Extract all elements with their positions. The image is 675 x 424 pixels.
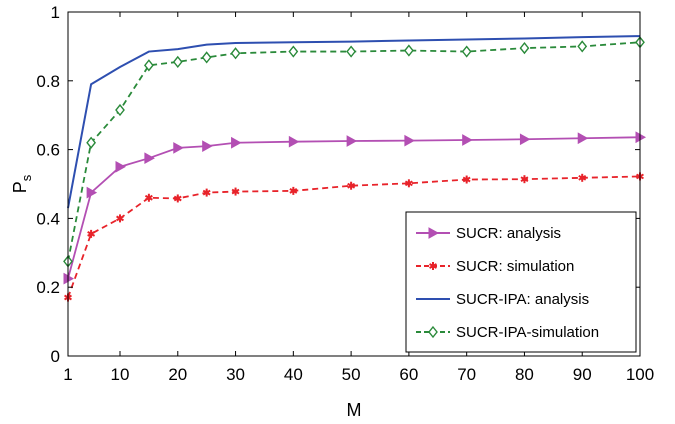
asterisk-core bbox=[117, 216, 123, 221]
data-point bbox=[86, 186, 98, 199]
axes-frame bbox=[67, 11, 641, 357]
asterisk-core bbox=[175, 196, 180, 201]
y-tick-label: 0.4 bbox=[36, 209, 60, 228]
y-tick-label: 0.8 bbox=[36, 72, 60, 91]
data-point bbox=[461, 45, 472, 58]
asterisk-core bbox=[348, 183, 354, 188]
asterisk-core bbox=[430, 263, 436, 269]
legend-label: SUCR-IPA: analysis bbox=[456, 291, 589, 308]
series-4 bbox=[63, 36, 645, 268]
legend-label: SUCR-IPA-simulation bbox=[456, 324, 599, 341]
x-tick-label: 90 bbox=[573, 365, 592, 384]
data-point bbox=[115, 103, 125, 117]
data-point bbox=[202, 188, 211, 197]
asterisk-core bbox=[146, 195, 152, 200]
series-2 bbox=[64, 172, 644, 302]
data-point bbox=[347, 181, 356, 190]
legend-swatch-marker bbox=[428, 325, 438, 339]
series-3 bbox=[67, 35, 641, 209]
y-axis-label-main: P bbox=[10, 181, 30, 193]
data-point bbox=[519, 41, 530, 55]
data-point bbox=[230, 47, 241, 60]
data-point bbox=[520, 175, 529, 184]
data-point bbox=[404, 179, 413, 188]
x-tick-label: 1 bbox=[63, 365, 72, 384]
series-1 bbox=[63, 131, 647, 285]
asterisk-core bbox=[291, 188, 296, 194]
plot-layer bbox=[63, 35, 647, 302]
x-tick-label: 10 bbox=[111, 365, 130, 384]
data-point bbox=[462, 175, 471, 184]
data-point bbox=[288, 45, 299, 58]
data-point bbox=[116, 214, 124, 223]
x-tick-label: 80 bbox=[515, 365, 534, 384]
legend-entry: SUCR: simulation bbox=[416, 258, 574, 275]
data-point bbox=[289, 186, 298, 195]
data-point bbox=[404, 134, 415, 147]
data-point bbox=[346, 135, 358, 147]
data-point bbox=[144, 193, 153, 202]
y-tick-label: 0 bbox=[51, 347, 60, 366]
y-axis-label-subscript: s bbox=[19, 174, 34, 181]
data-point bbox=[519, 133, 531, 146]
x-tick-label: 40 bbox=[284, 365, 303, 384]
data-point bbox=[87, 229, 96, 238]
data-point bbox=[231, 136, 242, 149]
legend-swatch-marker bbox=[429, 262, 437, 270]
y-tick-label: 1 bbox=[51, 3, 60, 22]
data-point bbox=[202, 140, 213, 153]
x-tick-label: 100 bbox=[626, 365, 654, 384]
series-line bbox=[67, 136, 641, 279]
series-line bbox=[67, 35, 641, 209]
data-point bbox=[86, 136, 97, 149]
data-point bbox=[231, 187, 240, 196]
x-tick-label: 70 bbox=[457, 365, 476, 384]
data-point bbox=[173, 194, 182, 203]
data-point bbox=[346, 45, 357, 58]
legend-label: SUCR: analysis bbox=[456, 225, 561, 242]
legend: SUCR: analysis SUCR: simulation SUCR-IPA: … bbox=[405, 211, 637, 353]
x-tick-label: 50 bbox=[342, 365, 361, 384]
series-line bbox=[67, 175, 641, 298]
data-point bbox=[201, 51, 212, 64]
data-point bbox=[144, 152, 155, 165]
asterisk-core bbox=[233, 189, 238, 194]
asterisk-core bbox=[464, 177, 469, 182]
data-point bbox=[172, 55, 183, 69]
data-point bbox=[115, 160, 127, 173]
data-point bbox=[288, 135, 300, 148]
x-tick-label: 30 bbox=[226, 365, 245, 384]
legend-entry: SUCR: analysis bbox=[416, 225, 561, 242]
series-line bbox=[67, 41, 641, 262]
x-axis-label: M bbox=[347, 400, 362, 420]
asterisk-core bbox=[204, 190, 209, 195]
data-point bbox=[578, 173, 587, 182]
y-tick-label: 0.2 bbox=[36, 278, 60, 297]
y-axis-label: Ps bbox=[10, 174, 34, 193]
data-point bbox=[143, 59, 154, 72]
data-point bbox=[577, 40, 588, 53]
legend-entry: SUCR-IPA-simulation bbox=[416, 324, 599, 341]
legend-label: SUCR: simulation bbox=[456, 258, 574, 275]
data-point bbox=[462, 134, 473, 146]
asterisk-core bbox=[406, 181, 412, 186]
asterisk-core bbox=[88, 231, 94, 237]
axes-layer: 1 10 20 30 40 50 60 70 80 90 100 0 0.2 0.4 0.6 0.8 1 bbox=[36, 3, 654, 384]
data-point bbox=[173, 142, 184, 154]
legend-box bbox=[405, 211, 637, 353]
asterisk-core bbox=[522, 176, 527, 182]
legend-entry: SUCR-IPA: analysis bbox=[416, 291, 589, 308]
x-tick-label: 60 bbox=[399, 365, 418, 384]
y-tick-label: 0.6 bbox=[36, 141, 60, 160]
asterisk-core bbox=[580, 175, 585, 181]
x-tick-label: 20 bbox=[168, 365, 187, 384]
data-point bbox=[577, 132, 589, 145]
legend-swatch-marker bbox=[428, 227, 440, 239]
data-point bbox=[403, 44, 414, 57]
